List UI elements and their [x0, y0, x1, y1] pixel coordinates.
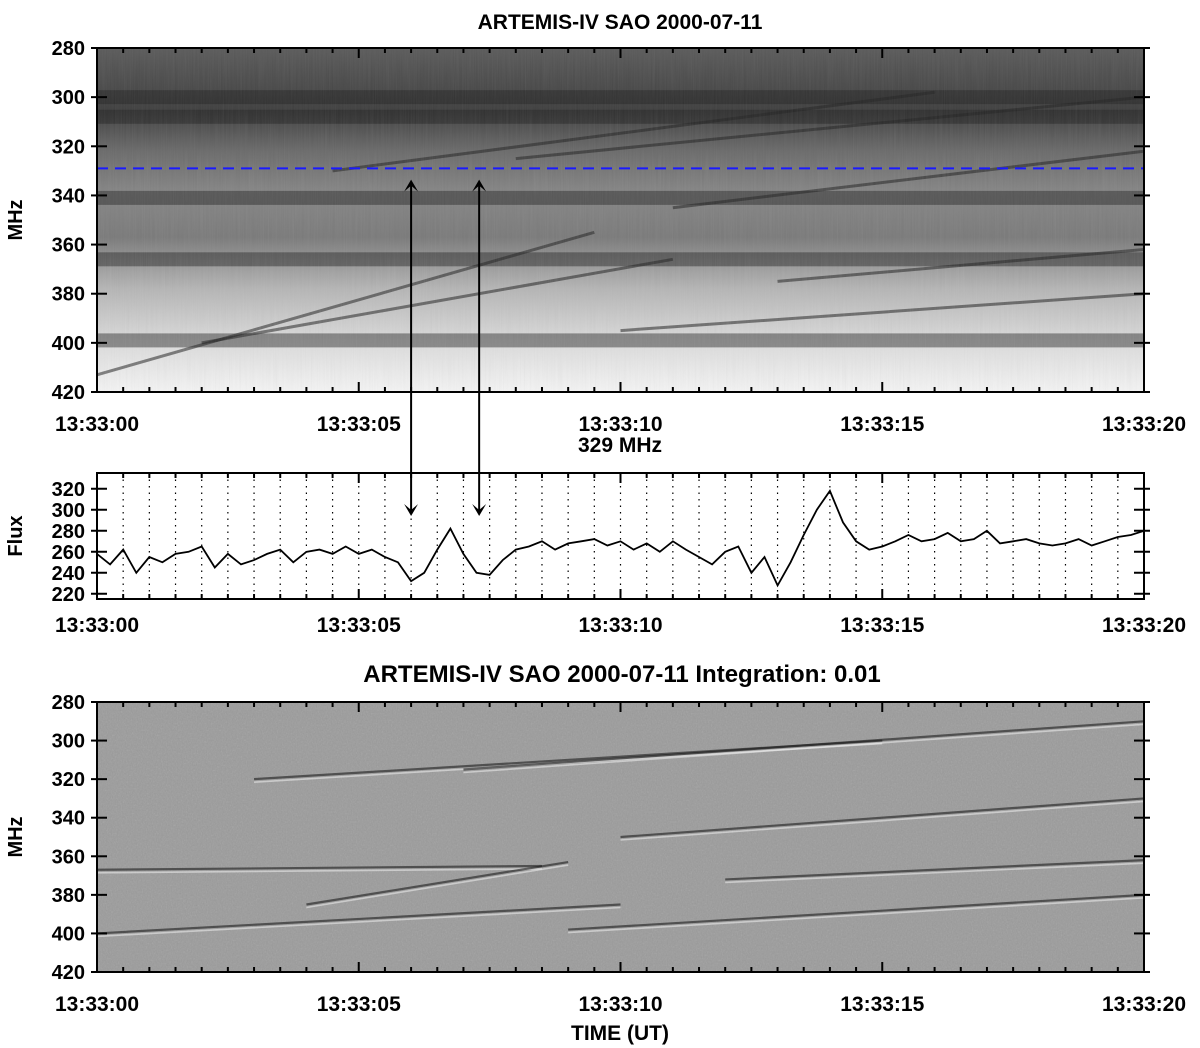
top-chart-title: ARTEMIS-IV SAO 2000-07-11	[478, 11, 763, 34]
bottom-drift-feature-edge	[463, 723, 1144, 774]
bottom-drift-feature	[568, 893, 1144, 931]
flux-y-tick-label: 280	[52, 521, 85, 543]
bottom-y-tick-label: 360	[52, 846, 85, 868]
bottom-y-tick-label: 380	[52, 885, 85, 907]
bottom-drift-feature	[97, 903, 621, 935]
top-y-tick-label: 400	[52, 333, 85, 355]
bottom-drift-feature	[306, 860, 569, 906]
flux-y-tick-label: 240	[52, 563, 85, 585]
bottom-x-tick-label: 13:33:20	[1102, 993, 1186, 1016]
top-y-tick-label: 300	[52, 87, 85, 109]
top-x-tick-label: 13:33:00	[55, 413, 139, 436]
panel-flux: 329 MHz 13:33:00 13:33:05 13:33:10 13:33:15…	[5, 434, 1186, 637]
bottom-y-axis-label: MHz	[5, 816, 27, 857]
flux-x-tick-label: 13:33:00	[55, 614, 139, 637]
flux-chart-title: 329 MHz	[578, 434, 662, 457]
flux-x-tick-label: 13:33:10	[578, 614, 662, 637]
bottom-x-tick-label: 13:33:05	[317, 993, 401, 1016]
flux-y-tick-label: 220	[52, 584, 85, 606]
bottom-drift-feature	[97, 864, 542, 871]
bottom-drift-feature	[463, 720, 1144, 771]
bottom-drift-feature-edge	[620, 800, 1144, 841]
bottom-x-tick-label: 13:33:00	[55, 993, 139, 1016]
flux-plot-frame	[96, 472, 1145, 600]
bottom-y-tick-label: 280	[52, 692, 85, 714]
top-y-axis-label: MHz	[5, 199, 27, 240]
top-spectrum-noise	[97, 48, 1144, 392]
bottom-x-tick-label: 13:33:15	[840, 993, 924, 1016]
top-y-tick-label: 320	[52, 136, 85, 158]
bottom-chart-title: ARTEMIS-IV SAO 2000-07-11 Integration: 0…	[363, 661, 881, 688]
bottom-drift-feature	[725, 859, 1144, 881]
flux-x-tick-label: 13:33:20	[1102, 614, 1186, 637]
flux-y-tick-label: 320	[52, 479, 85, 501]
bottom-y-tick-label: 300	[52, 731, 85, 753]
flux-x-tick-label: 13:33:05	[317, 614, 401, 637]
top-x-tick-label: 13:33:05	[317, 413, 401, 436]
bottom-drift-feature	[620, 797, 1144, 839]
bottom-drift-feature-edge	[97, 906, 621, 938]
bottom-y-tick-label: 320	[52, 769, 85, 791]
panel-spectrum-top: ARTEMIS-IV SAO 2000-07-11 13:33:00 13:33:…	[5, 11, 1186, 436]
top-x-tick-label: 13:33:20	[1102, 413, 1186, 436]
top-y-tick-label: 380	[52, 284, 85, 306]
top-y-tick-label: 420	[52, 382, 85, 404]
flux-y-axis-label: Flux	[5, 515, 27, 556]
time-markers	[404, 179, 487, 516]
flux-x-tick-label: 13:33:15	[840, 614, 924, 637]
top-y-tick-label: 360	[52, 235, 85, 257]
top-x-tick-label: 13:33:10	[578, 413, 662, 436]
flux-y-tick-label: 260	[52, 542, 85, 564]
top-y-tick-label: 340	[52, 185, 85, 207]
bottom-x-axis-label: TIME (UT)	[571, 1022, 669, 1045]
bottom-drift-feature-edge	[97, 868, 542, 874]
bottom-x-tick-label: 13:33:10	[578, 993, 662, 1016]
panel-spectrum-bottom: ARTEMIS-IV SAO 2000-07-11 Integration: 0…	[5, 661, 1186, 1045]
bottom-y-tick-label: 340	[52, 808, 85, 830]
bottom-drift-feature-edge	[568, 897, 1144, 934]
flux-series-line	[96, 489, 1145, 588]
top-y-tick-label: 280	[52, 38, 85, 60]
top-x-tick-label: 13:33:15	[840, 413, 924, 436]
bottom-y-tick-label: 420	[52, 962, 85, 984]
flux-y-tick-label: 300	[52, 500, 85, 522]
bottom-y-tick-label: 400	[52, 923, 85, 945]
bottom-drift-feature-edge	[306, 864, 569, 909]
bottom-drift-feature-edge	[725, 862, 1144, 884]
